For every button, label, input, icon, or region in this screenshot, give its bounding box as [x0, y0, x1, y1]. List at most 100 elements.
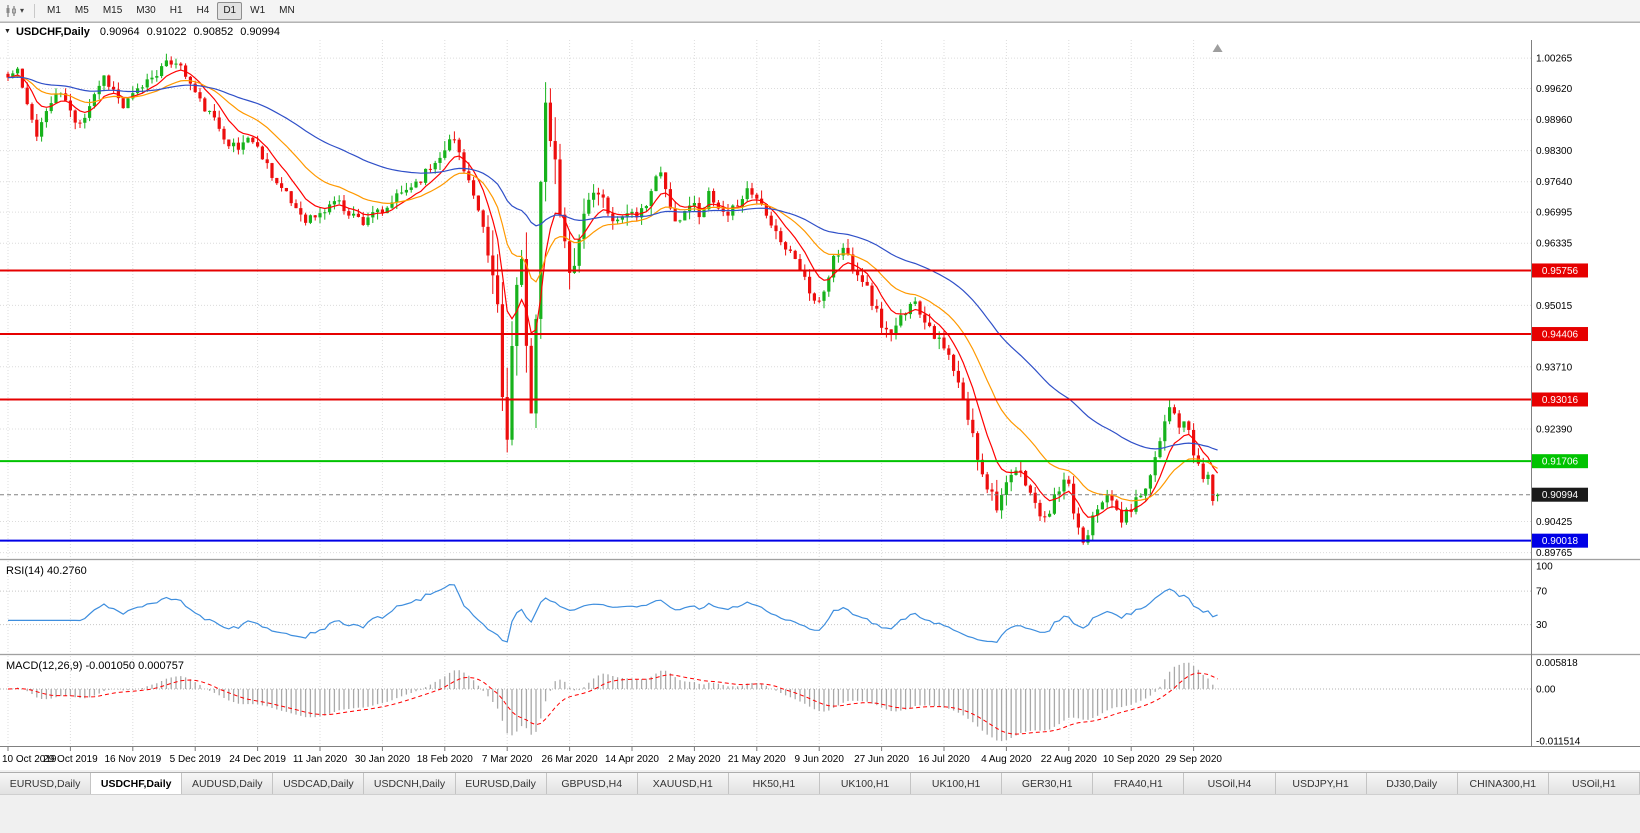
timeframe-button-m5[interactable]: M5 [74, 4, 89, 16]
macd-panel[interactable]: 0.005818 0.00 -0.011514 MACD(12,26,9) -0.00… [0, 658, 1581, 748]
svg-text:9 Jun 2020: 9 Jun 2020 [794, 754, 844, 765]
timeframe-button-m1[interactable]: M1 [47, 4, 61, 16]
chart-title-bar: ▼ USDCHF,Daily 0.90964 0.91022 0.90852 0… [0, 22, 1640, 40]
svg-text:0.97640: 0.97640 [1536, 177, 1573, 188]
svg-text:70: 70 [1536, 587, 1548, 598]
tab-audusd-daily[interactable]: AUDUSD,Daily [182, 773, 274, 794]
svg-text:26 Mar 2020: 26 Mar 2020 [542, 754, 599, 765]
svg-text:10 Sep 2020: 10 Sep 2020 [1103, 754, 1160, 765]
svg-text:100: 100 [1536, 562, 1553, 573]
svg-text:0.94406: 0.94406 [1542, 330, 1579, 341]
svg-text:0.93016: 0.93016 [1542, 395, 1579, 406]
svg-text:10 Oct 2019: 10 Oct 2019 [2, 754, 57, 765]
slow-ma-line [7, 76, 1218, 451]
tab-uk100-h1[interactable]: UK100,H1 [911, 773, 1003, 794]
price-badge [1532, 392, 1588, 407]
price-badge [1532, 263, 1588, 278]
svg-text:0.98960: 0.98960 [1536, 115, 1573, 126]
svg-text:0.92390: 0.92390 [1536, 424, 1573, 435]
svg-text:0.95756: 0.95756 [1542, 266, 1579, 277]
tab-usdjpy-h1[interactable]: USDJPY,H1 [1275, 773, 1367, 794]
tab-gbpusd-h4[interactable]: GBPUSD,H4 [546, 773, 638, 794]
svg-text:1.00265: 1.00265 [1536, 54, 1573, 65]
svg-text:RSI(14) 40.2760: RSI(14) 40.2760 [6, 565, 87, 577]
timeframe-button-m15[interactable]: M15 [102, 4, 123, 16]
rsi-line [8, 583, 1218, 644]
svg-text:0.90018: 0.90018 [1542, 536, 1579, 547]
svg-text:29 Oct 2019: 29 Oct 2019 [43, 754, 98, 765]
rsi-panel[interactable]: 100 70 30 RSI(14) 40.2760 [0, 562, 1553, 644]
chart-type-dropdown-caret-icon[interactable]: ▾ [20, 6, 25, 15]
ohlc-close: 0.90994 [240, 25, 280, 38]
tab-uk100-h1[interactable]: UK100,H1 [819, 773, 912, 794]
svg-text:0.89765: 0.89765 [1536, 548, 1573, 559]
chart-tabs: EURUSD,Daily USDCHF,Daily AUDUSD,Daily USDC… [0, 772, 1640, 794]
svg-text:11 Jan 2020: 11 Jan 2020 [293, 754, 348, 765]
svg-text:2 May 2020: 2 May 2020 [668, 754, 721, 765]
svg-text:0.00: 0.00 [1536, 685, 1556, 696]
svg-text:7 Mar 2020: 7 Mar 2020 [482, 754, 533, 765]
tab-eurusd-daily[interactable]: EURUSD,Daily [455, 773, 547, 794]
horizontal-lines-layer: 0.95756 0.94406 0.93016 0.91706 0.90018 0.909… [0, 263, 1588, 548]
svg-text:14 Apr 2020: 14 Apr 2020 [605, 754, 659, 765]
tab-eurusd-daily[interactable]: EURUSD,Daily [0, 773, 92, 794]
ohlc-open: 0.90964 [99, 25, 140, 38]
timeframe-button-h4[interactable]: H4 [196, 4, 210, 16]
price-badge [1532, 327, 1588, 342]
svg-text:MACD(12,26,9) -0.001050 0.0007: MACD(12,26,9) -0.001050 0.000757 [6, 660, 184, 672]
svg-text:27 Jun 2020: 27 Jun 2020 [854, 754, 909, 765]
tab-dj30-daily[interactable]: DJ30,Daily [1366, 773, 1458, 794]
svg-text:30: 30 [1536, 620, 1548, 631]
tab-usoil-h1[interactable]: USOil,H1 [1548, 773, 1640, 794]
svg-text:0.99620: 0.99620 [1536, 84, 1573, 95]
svg-text:5 Dec 2019: 5 Dec 2019 [170, 754, 222, 765]
current-price-badge [1532, 487, 1588, 502]
chart-shift-marker[interactable] [1212, 44, 1223, 52]
svg-text:0.98300: 0.98300 [1536, 146, 1573, 157]
tab-ger30-h1[interactable]: GER30,H1 [1002, 773, 1094, 794]
svg-text:-0.011514: -0.011514 [1536, 737, 1581, 748]
svg-text:29 Sep 2020: 29 Sep 2020 [1165, 754, 1222, 765]
svg-text:16 Nov 2019: 16 Nov 2019 [104, 754, 161, 765]
svg-text:24 Dec 2019: 24 Dec 2019 [229, 754, 286, 765]
toolbar-separator [34, 3, 36, 18]
svg-text:0.90994: 0.90994 [1542, 490, 1579, 501]
chart-type-icon[interactable] [4, 4, 18, 18]
price-badge [1532, 454, 1588, 469]
price-badge [1532, 533, 1588, 548]
tab-usdcnh-daily[interactable]: USDCNH,Daily [364, 773, 456, 794]
tab-usdcad-daily[interactable]: USDCAD,Daily [273, 773, 365, 794]
timeframe-button-mn[interactable]: MN [279, 4, 295, 16]
svg-text:0.95015: 0.95015 [1536, 301, 1573, 312]
tab-usoil-h4[interactable]: USOil,H4 [1184, 773, 1276, 794]
chart-background [0, 40, 1640, 770]
tab-hk50-h1[interactable]: HK50,H1 [728, 773, 820, 794]
svg-text:0.90425: 0.90425 [1536, 517, 1573, 528]
svg-text:0.93710: 0.93710 [1536, 362, 1573, 373]
ohlc-high: 0.91022 [146, 25, 187, 38]
tab-china300-h1[interactable]: CHINA300,H1 [1457, 773, 1549, 794]
svg-text:18 Feb 2020: 18 Feb 2020 [417, 754, 474, 765]
chart-canvas[interactable]: 1.00265 0.99620 0.98960 0.98300 0.97640 0.969… [0, 40, 1640, 770]
moving-averages-layer [7, 69, 1219, 518]
timeframe-button-d1[interactable]: D1 [217, 1, 243, 20]
tab-xauusd-h1[interactable]: XAUUSD,H1 [637, 773, 729, 794]
timeframe-button-h1[interactable]: H1 [169, 4, 183, 16]
price-axis-ticks: 1.00265 0.99620 0.98960 0.98300 0.97640 0.969… [1536, 54, 1573, 559]
window-menu-icon[interactable]: ▼ [4, 28, 11, 35]
tab-usdchf-daily[interactable]: USDCHF,Daily [91, 773, 183, 794]
ohlc-low: 0.90852 [193, 25, 234, 38]
candles-layer [6, 53, 1220, 545]
svg-text:0.96335: 0.96335 [1536, 239, 1573, 250]
macd-signal-line [7, 672, 1218, 735]
svg-text:0.005818: 0.005818 [1536, 658, 1578, 669]
svg-text:22 Aug 2020: 22 Aug 2020 [1041, 754, 1098, 765]
grid-vertical-lines [7, 40, 1195, 746]
tab-fra40-h1[interactable]: FRA40,H1 [1093, 773, 1185, 794]
macd-histogram [12, 662, 1219, 742]
timeframe-button-m30[interactable]: M30 [136, 4, 156, 16]
toolbar: ▾ M1 M5 M15 M30 H1 H4 D1 W1 MN [0, 0, 1640, 22]
svg-text:21 May 2020: 21 May 2020 [728, 754, 786, 765]
svg-text:0.96995: 0.96995 [1536, 208, 1573, 219]
timeframe-button-w1[interactable]: W1 [250, 4, 266, 16]
